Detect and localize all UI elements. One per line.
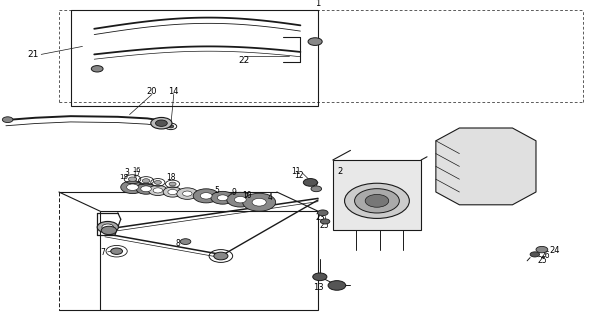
Text: 9: 9 <box>232 188 237 197</box>
Text: 20: 20 <box>147 87 157 96</box>
Circle shape <box>154 180 161 184</box>
Circle shape <box>308 38 322 45</box>
Circle shape <box>317 210 328 216</box>
Text: 22: 22 <box>239 56 250 65</box>
Circle shape <box>163 187 182 197</box>
Circle shape <box>234 196 246 203</box>
Text: 7: 7 <box>100 248 105 257</box>
Circle shape <box>153 188 163 193</box>
Text: 16: 16 <box>133 167 141 173</box>
Bar <box>71 10 318 106</box>
Circle shape <box>355 189 399 213</box>
Circle shape <box>243 193 276 211</box>
Circle shape <box>345 183 409 219</box>
Circle shape <box>536 246 548 253</box>
Circle shape <box>227 192 254 207</box>
Text: 25: 25 <box>537 256 547 265</box>
Circle shape <box>328 281 346 290</box>
Circle shape <box>97 221 118 233</box>
Text: 17: 17 <box>133 172 141 177</box>
Text: 23: 23 <box>315 213 325 222</box>
Circle shape <box>313 273 327 281</box>
Text: 5: 5 <box>214 186 219 195</box>
Text: 21: 21 <box>27 50 38 59</box>
Text: 10: 10 <box>243 191 252 200</box>
Text: 14: 14 <box>168 87 179 96</box>
Circle shape <box>217 195 228 201</box>
Circle shape <box>365 195 389 207</box>
Text: 12: 12 <box>294 172 303 180</box>
Circle shape <box>2 117 13 123</box>
Circle shape <box>530 252 540 257</box>
Circle shape <box>211 191 234 204</box>
Circle shape <box>155 120 167 126</box>
Circle shape <box>252 198 266 206</box>
Text: 2: 2 <box>338 167 343 176</box>
Circle shape <box>101 226 117 235</box>
Text: 6: 6 <box>132 176 137 181</box>
Circle shape <box>141 186 151 192</box>
Circle shape <box>183 191 192 196</box>
Circle shape <box>303 179 317 186</box>
Text: 8: 8 <box>176 239 180 248</box>
Circle shape <box>200 193 212 199</box>
Text: 13: 13 <box>313 284 323 292</box>
Circle shape <box>193 189 219 203</box>
Text: 25: 25 <box>319 221 329 230</box>
Circle shape <box>177 188 198 199</box>
Text: 4: 4 <box>267 193 272 202</box>
Circle shape <box>102 224 114 230</box>
Circle shape <box>121 181 144 194</box>
Polygon shape <box>333 160 421 230</box>
Text: 3: 3 <box>124 168 129 177</box>
Text: 18: 18 <box>166 173 176 182</box>
Circle shape <box>127 184 138 190</box>
Polygon shape <box>436 128 536 205</box>
Circle shape <box>111 248 123 254</box>
Circle shape <box>143 179 150 183</box>
Circle shape <box>214 252 228 260</box>
Circle shape <box>91 66 103 72</box>
Text: 11: 11 <box>291 167 300 176</box>
Polygon shape <box>100 211 318 310</box>
Circle shape <box>320 219 330 224</box>
Text: 24: 24 <box>549 246 560 255</box>
Text: 26: 26 <box>541 252 550 260</box>
Circle shape <box>180 239 191 244</box>
Circle shape <box>148 185 167 196</box>
Text: 1: 1 <box>316 0 320 8</box>
Circle shape <box>311 186 322 192</box>
Circle shape <box>128 177 137 181</box>
Text: 19: 19 <box>119 174 128 180</box>
Circle shape <box>169 182 176 186</box>
Circle shape <box>168 189 177 195</box>
Circle shape <box>136 183 156 194</box>
Circle shape <box>151 117 172 129</box>
Circle shape <box>168 125 174 128</box>
